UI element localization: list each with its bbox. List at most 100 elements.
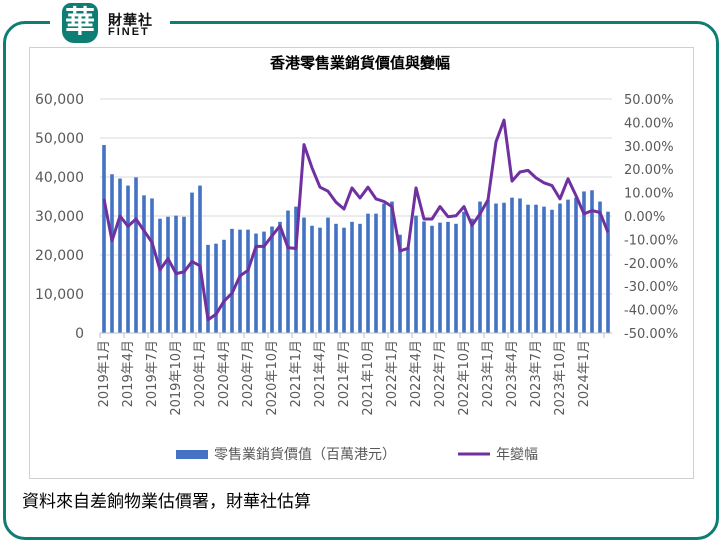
bar bbox=[286, 210, 290, 333]
finet-logo: 華 bbox=[62, 3, 98, 43]
bar bbox=[574, 197, 578, 333]
y-left-tick-label: 20,000 bbox=[35, 248, 84, 264]
bar bbox=[326, 217, 330, 333]
bar bbox=[302, 217, 306, 333]
y-right-tick-label: 0.00% bbox=[624, 210, 665, 225]
bar bbox=[350, 221, 354, 333]
bar bbox=[606, 211, 610, 333]
x-tick-label: 2023年7月 bbox=[529, 340, 544, 407]
bar bbox=[462, 211, 466, 333]
bar bbox=[502, 202, 506, 333]
bar bbox=[230, 228, 234, 333]
y-right-tick-label: -50.00% bbox=[624, 327, 678, 342]
bar bbox=[198, 185, 202, 333]
series-line-yoy bbox=[102, 118, 610, 322]
x-tick-label: 2021年7月 bbox=[337, 340, 352, 407]
x-tick-label: 2023年10月 bbox=[553, 340, 568, 416]
bar bbox=[454, 223, 458, 333]
legend-line-label: 年變幅 bbox=[496, 447, 538, 463]
y-right-tick-label: 40.00% bbox=[624, 116, 674, 131]
x-tick-label: 2020年10月 bbox=[265, 340, 280, 416]
bar bbox=[526, 204, 530, 333]
y-right-tick-label: 20.00% bbox=[624, 163, 674, 178]
bar bbox=[246, 229, 250, 333]
y-right-tick-label: 50.00% bbox=[624, 93, 674, 108]
bar bbox=[270, 226, 274, 333]
bar bbox=[166, 216, 170, 333]
legend-bar-label: 零售業銷貨價值（百萬港元） bbox=[214, 446, 396, 463]
y-right-tick-label: -30.00% bbox=[624, 280, 678, 295]
bar bbox=[310, 225, 314, 333]
bar bbox=[518, 198, 522, 333]
bar bbox=[150, 198, 154, 333]
bar bbox=[470, 218, 474, 333]
bar bbox=[254, 233, 258, 333]
bar bbox=[118, 178, 122, 333]
bar bbox=[358, 223, 362, 333]
x-tick-label: 2020年7月 bbox=[241, 340, 256, 407]
bar bbox=[182, 216, 186, 333]
y-left-tick-label: 50,000 bbox=[35, 131, 84, 147]
x-tick-label: 2022年4月 bbox=[409, 340, 424, 407]
chart-title: 香港零售業銷貨價值與變幅 bbox=[270, 54, 450, 72]
y-right-tick-label: -40.00% bbox=[624, 304, 678, 319]
bar bbox=[414, 215, 418, 333]
bar bbox=[142, 195, 146, 333]
bar bbox=[278, 221, 282, 333]
x-tick-label: 2024年1月 bbox=[577, 340, 592, 407]
bar bbox=[398, 234, 402, 333]
y-left-tick-label: 10,000 bbox=[35, 287, 84, 303]
bar bbox=[390, 201, 394, 333]
bar bbox=[542, 206, 546, 333]
bar bbox=[550, 209, 554, 333]
bar bbox=[534, 204, 538, 333]
x-tick-label: 2022年10月 bbox=[457, 340, 472, 416]
bar bbox=[126, 185, 130, 333]
bar bbox=[438, 222, 442, 333]
bar bbox=[238, 229, 242, 333]
x-tick-label: 2023年4月 bbox=[505, 340, 520, 407]
bar bbox=[598, 201, 602, 333]
legend-bar-swatch bbox=[176, 450, 208, 459]
bar bbox=[494, 203, 498, 333]
source-note: 資料來自差餉物業估價署，財華社估算 bbox=[22, 492, 311, 512]
bar bbox=[366, 213, 370, 333]
bar bbox=[318, 227, 322, 333]
bar bbox=[158, 218, 162, 333]
x-tick-label: 2022年1月 bbox=[385, 340, 400, 407]
y-right-tick-label: -20.00% bbox=[624, 257, 678, 272]
y-right-tick-label: 10.00% bbox=[624, 187, 674, 202]
bar bbox=[558, 203, 562, 333]
y-left-tick-label: 30,000 bbox=[35, 209, 84, 225]
bar bbox=[430, 225, 434, 333]
bar bbox=[222, 239, 226, 333]
bar bbox=[486, 199, 490, 333]
x-tick-label: 2019年1月 bbox=[97, 340, 112, 407]
x-tick-label: 2019年7月 bbox=[145, 340, 160, 407]
bar bbox=[422, 221, 426, 333]
bar bbox=[262, 231, 266, 333]
x-tick-label: 2023年1月 bbox=[481, 340, 496, 407]
bar bbox=[478, 201, 482, 333]
x-tick-label: 2020年1月 bbox=[193, 340, 208, 407]
bar bbox=[406, 247, 410, 333]
bar bbox=[566, 199, 570, 333]
y-right-tick-label: 30.00% bbox=[624, 140, 674, 155]
chart-area bbox=[29, 47, 694, 479]
x-tick-label: 2021年4月 bbox=[313, 340, 328, 407]
y-right-tick-label: -10.00% bbox=[624, 233, 678, 248]
x-tick-label: 2019年4月 bbox=[121, 340, 136, 407]
bar bbox=[342, 227, 346, 333]
bar bbox=[510, 197, 514, 333]
bar bbox=[294, 206, 298, 333]
bar bbox=[446, 221, 450, 333]
bar bbox=[102, 145, 106, 333]
bar bbox=[374, 213, 378, 333]
bar bbox=[110, 174, 114, 333]
brand-name-en: FINET bbox=[108, 26, 150, 38]
bar bbox=[590, 190, 594, 333]
x-tick-label: 2019年10月 bbox=[169, 340, 184, 416]
y-left-tick-label: 0 bbox=[75, 326, 84, 342]
bar bbox=[134, 177, 138, 333]
